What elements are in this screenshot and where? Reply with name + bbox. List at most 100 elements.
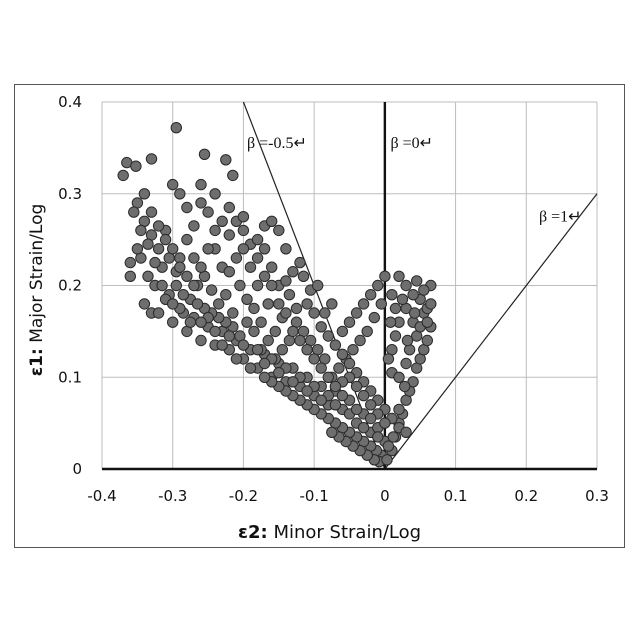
data-point <box>221 155 231 165</box>
data-point <box>146 207 156 217</box>
data-point <box>281 244 291 254</box>
y-tick-label: 0.4 <box>58 93 82 111</box>
data-point <box>242 317 252 327</box>
data-point <box>274 368 284 378</box>
data-point <box>351 404 361 414</box>
data-point <box>168 317 178 327</box>
data-point <box>277 345 287 355</box>
data-point <box>295 335 305 345</box>
data-point <box>238 244 248 254</box>
data-point <box>309 354 319 364</box>
data-point <box>160 234 170 244</box>
data-point <box>235 280 245 290</box>
beta-zero-label: β =0↵ <box>391 135 434 152</box>
y-tick-label: 0.3 <box>58 185 82 203</box>
data-point <box>182 271 192 281</box>
data-point <box>366 400 376 410</box>
data-point <box>242 294 252 304</box>
data-point <box>334 363 344 373</box>
data-point <box>373 432 383 442</box>
data-point <box>210 326 220 336</box>
data-point <box>182 234 192 244</box>
data-point <box>412 276 422 286</box>
x-tick-label: 0.1 <box>444 487 468 505</box>
data-point <box>309 308 319 318</box>
data-point <box>168 244 178 254</box>
data-point <box>316 395 326 405</box>
data-point <box>281 276 291 286</box>
data-point <box>189 253 199 263</box>
data-point <box>150 257 160 267</box>
data-point <box>288 377 298 387</box>
data-points <box>118 123 436 467</box>
beta-one-label: β =1↵ <box>539 208 582 225</box>
data-point <box>274 225 284 235</box>
beta-neg-half-label: β =-0.5↵ <box>247 135 307 152</box>
data-point <box>323 331 333 341</box>
data-point <box>401 427 411 437</box>
data-point <box>358 299 368 309</box>
data-point <box>401 280 411 290</box>
data-point <box>362 326 372 336</box>
data-point <box>196 335 206 345</box>
data-point <box>337 390 347 400</box>
x-tick-label: 0.2 <box>514 487 538 505</box>
data-point <box>344 358 354 368</box>
data-point <box>249 303 259 313</box>
data-point <box>358 423 368 433</box>
data-point <box>168 299 178 309</box>
data-point <box>376 299 386 309</box>
data-point <box>337 349 347 359</box>
data-point <box>178 290 188 300</box>
data-point <box>139 189 149 199</box>
data-point <box>267 262 277 272</box>
data-point <box>168 179 178 189</box>
data-point <box>302 299 312 309</box>
data-point <box>214 299 224 309</box>
data-point <box>256 317 266 327</box>
data-point <box>129 207 139 217</box>
data-point <box>383 441 393 451</box>
beta-annotations: β =-0.5↵ β =0↵ β =1↵ <box>247 135 582 225</box>
data-point <box>330 381 340 391</box>
data-point <box>192 299 202 309</box>
data-point <box>238 340 248 350</box>
data-point <box>380 418 390 428</box>
data-point <box>252 253 262 263</box>
data-point <box>228 308 238 318</box>
data-point <box>380 271 390 281</box>
data-point <box>394 271 404 281</box>
data-point <box>409 308 419 318</box>
data-point <box>203 244 213 254</box>
data-point <box>189 280 199 290</box>
data-point <box>224 331 234 341</box>
data-point <box>426 299 436 309</box>
data-point <box>224 202 234 212</box>
data-point <box>245 262 255 272</box>
data-point <box>330 400 340 410</box>
data-point <box>394 404 404 414</box>
data-point <box>185 317 195 327</box>
data-point <box>203 207 213 217</box>
x-tick-label: 0.3 <box>585 487 609 505</box>
data-point <box>196 262 206 272</box>
data-point <box>267 280 277 290</box>
data-point <box>125 257 135 267</box>
data-point <box>404 345 414 355</box>
data-point <box>373 280 383 290</box>
data-point <box>382 455 392 465</box>
data-point <box>295 257 305 267</box>
data-point <box>263 335 273 345</box>
data-point <box>394 372 404 382</box>
data-point <box>171 280 181 290</box>
data-point <box>196 179 206 189</box>
data-point <box>355 335 365 345</box>
data-point <box>252 234 262 244</box>
data-point <box>390 303 400 313</box>
data-point <box>302 386 312 396</box>
data-point <box>252 280 262 290</box>
data-point <box>390 331 400 341</box>
data-point <box>259 244 269 254</box>
data-point <box>327 427 337 437</box>
data-point <box>337 326 347 336</box>
